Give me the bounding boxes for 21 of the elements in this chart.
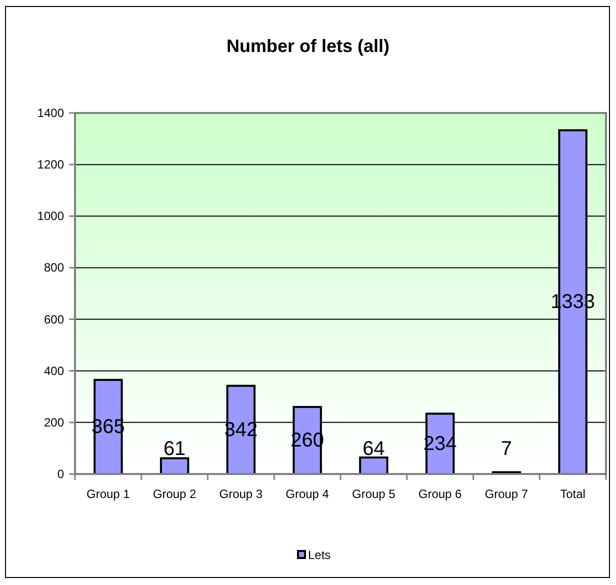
- y-tick-label: 200: [44, 415, 64, 430]
- chart-title: Number of lets (all): [226, 36, 390, 56]
- x-tick-label: Group 7: [484, 487, 528, 501]
- legend-label: Lets: [308, 548, 331, 562]
- y-tick-label: 400: [44, 364, 64, 378]
- y-tick-label: 800: [44, 260, 64, 275]
- y-tick-label: 1200: [37, 158, 64, 172]
- x-tick-label: Total: [560, 487, 586, 501]
- x-tick-label: Group 6: [418, 487, 462, 501]
- data-label: 7: [500, 438, 512, 460]
- y-tick-label: 600: [44, 312, 64, 326]
- x-tick-label: Group 2: [152, 487, 197, 501]
- y-tick-label: 1000: [37, 209, 64, 224]
- x-tick-label: Group 4: [286, 487, 330, 501]
- x-tick-label: Group 3: [219, 487, 263, 501]
- data-label: 61: [163, 438, 186, 460]
- x-tick-label: Group 1: [86, 487, 130, 501]
- y-tick-label: 1400: [37, 106, 64, 120]
- data-label: 64: [362, 438, 385, 460]
- x-tick-label: Group 5: [352, 487, 396, 501]
- y-tick-label: 0: [57, 467, 64, 481]
